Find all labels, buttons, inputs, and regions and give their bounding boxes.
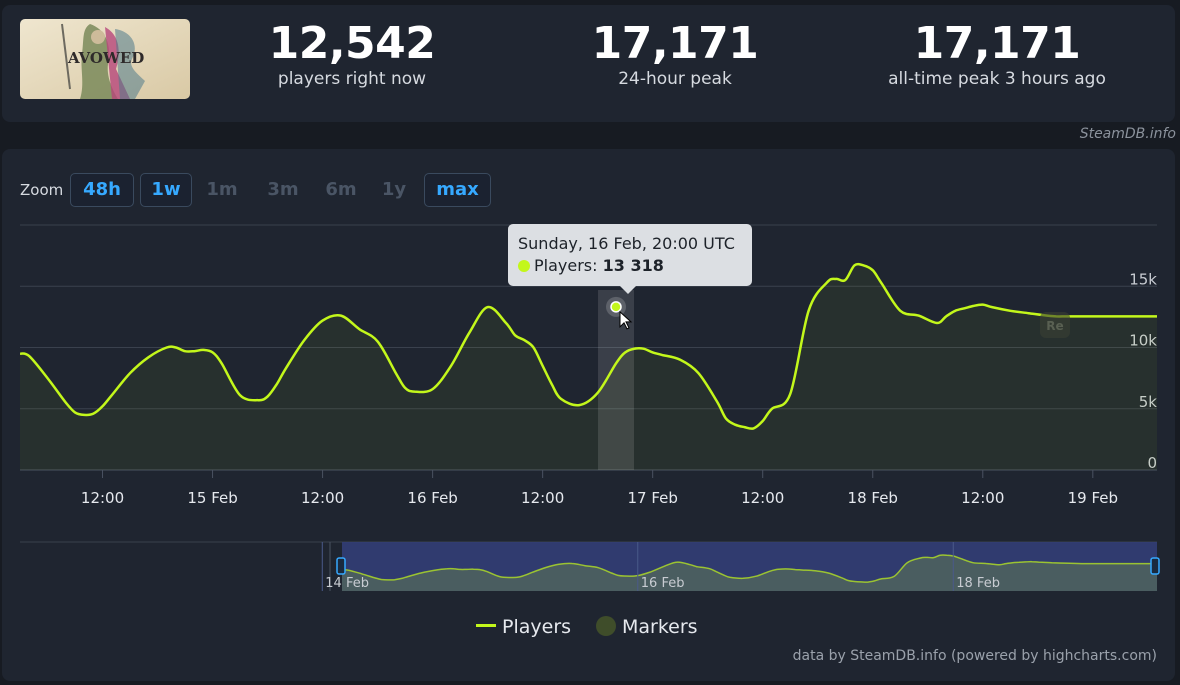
x-tick-label: 15 Feb xyxy=(187,489,237,507)
legend-markers[interactable]: Markers xyxy=(596,616,698,638)
x-tick-label: 16 Feb xyxy=(407,489,457,507)
x-tick-label: 18 Feb xyxy=(848,489,898,507)
navigator-selection xyxy=(342,542,1157,591)
zoom-1w-button[interactable]: 1w xyxy=(140,173,192,207)
tooltip-value-row: Players: 13 318 xyxy=(518,255,742,277)
zoom-48h-button[interactable]: 48h xyxy=(70,173,134,207)
tooltip-date: Sunday, 16 Feb, 20:00 UTC xyxy=(518,234,735,253)
highlight-point xyxy=(610,301,622,313)
players-area xyxy=(20,264,1157,470)
y-tick-label: 0 xyxy=(1147,454,1157,472)
x-tick-label: 12:00 xyxy=(521,489,564,507)
footer-credit[interactable]: data by SteamDB.info (powered by highcha… xyxy=(792,648,1157,664)
y-tick-label: 5k xyxy=(1139,393,1158,411)
game-thumbnail[interactable]: AVOWED xyxy=(20,19,190,99)
navigator-tick-label: 18 Feb xyxy=(956,576,1000,591)
mouse-cursor-icon xyxy=(619,310,633,330)
peak-24h-value: 17,171 xyxy=(591,18,759,69)
zoom-max-button[interactable]: max xyxy=(424,173,491,207)
chart-tooltip: Sunday, 16 Feb, 20:00 UTC Players: 13 31… xyxy=(508,224,752,294)
alltime-peak-label: all-time peak 3 hours ago xyxy=(888,69,1106,89)
current-players-label: players right now xyxy=(277,69,427,89)
x-tick-label: 12:00 xyxy=(961,489,1004,507)
zoom-1y-button[interactable]: 1y xyxy=(381,179,407,200)
peak-24h-label: 24-hour peak xyxy=(618,69,732,89)
zoom-label: Zoom xyxy=(20,181,64,199)
stat-alltime-peak: 17,171 all-time peak 3 hours ago xyxy=(872,20,1122,90)
tooltip-series-label: Players: xyxy=(534,256,598,275)
navigator-tick-label: 14 Feb xyxy=(325,576,369,591)
navigator-right-handle[interactable] xyxy=(1150,557,1160,575)
stat-peak-24h: 17,171 24-hour peak xyxy=(575,20,775,90)
legend-players-label: Players xyxy=(502,616,572,638)
tooltip-series-dot xyxy=(518,260,530,272)
tooltip-value: 13 318 xyxy=(602,256,664,275)
marker-badge-label: Re xyxy=(1046,319,1063,333)
navigator-tick-label: 16 Feb xyxy=(641,576,685,591)
x-tick-label: 12:00 xyxy=(741,489,784,507)
thumbnail-logo: AVOWED xyxy=(67,49,144,67)
x-tick-label: 12:00 xyxy=(81,489,124,507)
navigator-left-handle[interactable] xyxy=(336,557,346,575)
zoom-3m-button[interactable]: 3m xyxy=(267,179,299,200)
x-tick-label: 17 Feb xyxy=(627,489,677,507)
navigator-line xyxy=(341,554,1157,583)
x-tick-label: 12:00 xyxy=(301,489,344,507)
current-players-value: 12,542 xyxy=(268,18,436,69)
x-tick-label: 19 Feb xyxy=(1068,489,1118,507)
legend-line-icon xyxy=(476,624,496,627)
zoom-6m-button[interactable]: 6m xyxy=(325,179,357,200)
steamdb-credit[interactable]: SteamDB.info xyxy=(1079,126,1176,142)
legend-marker-icon xyxy=(596,616,616,636)
zoom-1m-button[interactable]: 1m xyxy=(206,179,238,200)
stats-panel xyxy=(2,5,1175,122)
y-tick-label: 10k xyxy=(1129,332,1157,350)
legend-markers-label: Markers xyxy=(622,616,698,638)
alltime-peak-value: 17,171 xyxy=(913,18,1081,69)
legend-players[interactable]: Players xyxy=(476,616,571,638)
y-tick-label: 15k xyxy=(1129,270,1157,288)
players-line xyxy=(20,262,1157,430)
stat-current: 12,542 players right now xyxy=(252,20,452,90)
marker-badge xyxy=(1040,312,1070,338)
